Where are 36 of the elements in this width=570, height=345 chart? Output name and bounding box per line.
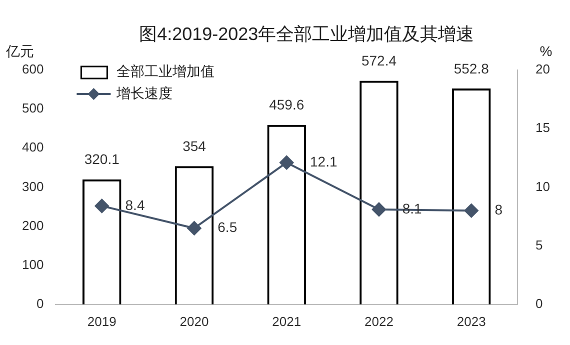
y2-tick-label: 10 <box>536 178 550 194</box>
y2-tick-label: 5 <box>536 237 543 252</box>
y-tick-label: 200 <box>22 218 44 233</box>
y-tick-label: 400 <box>22 140 44 155</box>
data-label: 6.5 <box>218 219 238 236</box>
y2-tick-label: 15 <box>536 120 550 136</box>
point <box>280 156 294 170</box>
y-tick-label: 600 <box>22 62 44 77</box>
data-label: 552.8 <box>454 60 490 76</box>
x-tick-label: 2021 <box>272 314 302 329</box>
chart-title: 图4:2019-2023年全部工业增加值及其增速 <box>139 24 474 44</box>
y-axis-title: 亿元 <box>5 43 34 59</box>
x-tick-label: 2023 <box>456 314 486 329</box>
y2-tick-label: 0 <box>536 296 543 311</box>
data-label: 354 <box>182 138 206 154</box>
y-tick-label: 300 <box>22 178 44 194</box>
data-label: 12.1 <box>310 153 338 170</box>
x-tick-label: 2019 <box>87 314 116 329</box>
data-label: 459.6 <box>269 96 304 113</box>
legend-label: 全部工业增加值 <box>116 62 215 79</box>
data-label: 572.4 <box>361 52 397 69</box>
point <box>372 202 386 216</box>
y-tick-label: 100 <box>22 256 44 272</box>
y2-tick-label: 20 <box>536 62 550 77</box>
point <box>464 204 478 218</box>
data-label: 320.1 <box>84 151 120 168</box>
y2-axis-title: % <box>540 43 552 59</box>
legend-label: 增长速度 <box>116 84 173 101</box>
data-label: 8.4 <box>125 196 145 213</box>
y-tick-label: 0 <box>36 296 44 311</box>
point <box>187 221 202 236</box>
y-tick-label: 500 <box>22 100 44 116</box>
point <box>94 198 109 213</box>
data-label: 8 <box>494 202 503 218</box>
x-tick-label: 2020 <box>180 314 209 329</box>
x-tick-label: 2022 <box>364 314 394 329</box>
